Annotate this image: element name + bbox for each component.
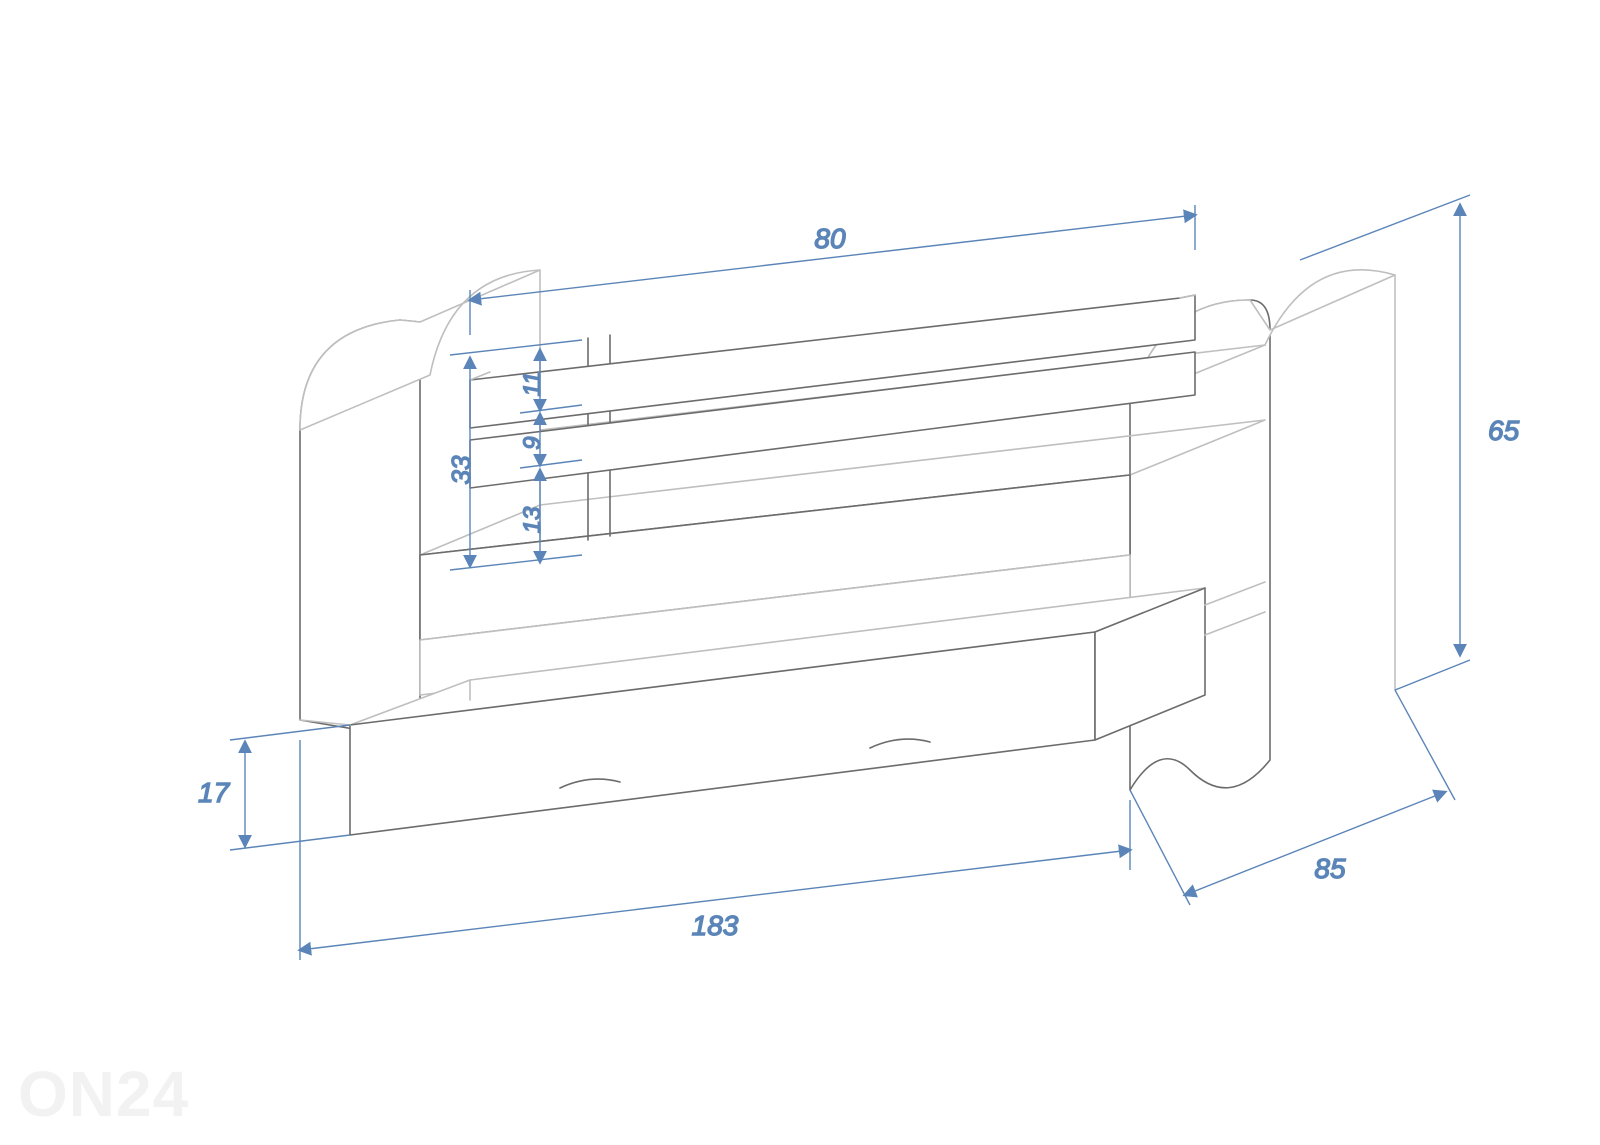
dim-guard-length: 80: [814, 223, 846, 254]
dim-side-rail: 13: [519, 506, 546, 533]
dim-overall-length: 183: [692, 910, 739, 941]
dim-overall-depth: 85: [1314, 853, 1346, 884]
bed-dimension-diagram: 80 65 85 183 17 33 11 9: [0, 0, 1600, 1145]
dim-guard-to-mattress: 33: [446, 455, 476, 484]
bed-outline: [300, 270, 1395, 835]
dim-drawer-height: 17: [198, 777, 231, 808]
watermark: ON24: [18, 1057, 189, 1131]
dim-overall-height: 65: [1488, 415, 1520, 446]
dim-guard-seg-mid: 9: [519, 436, 546, 449]
dim-guard-seg-top: 11: [519, 372, 546, 397]
